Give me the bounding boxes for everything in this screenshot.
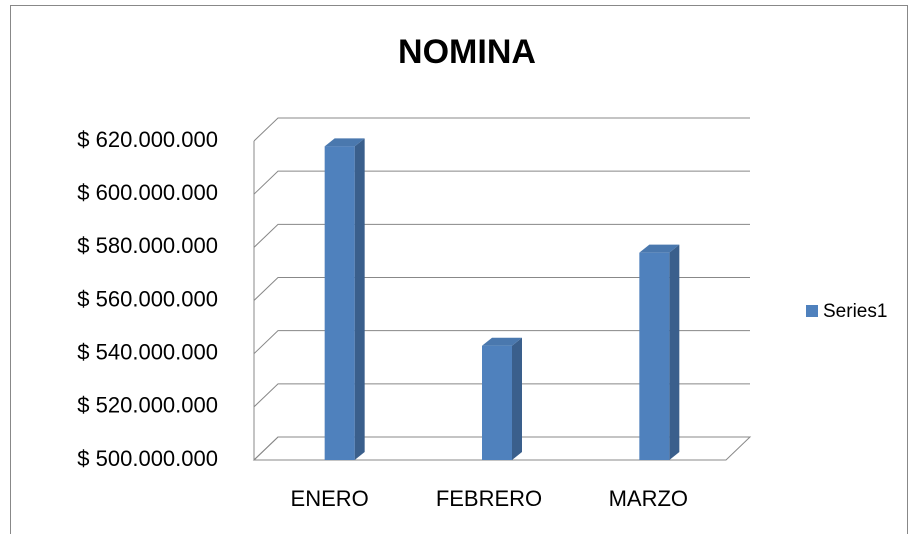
grid-line bbox=[253, 170, 750, 195]
chart-frame bbox=[10, 5, 908, 539]
bar bbox=[639, 252, 670, 460]
bar bbox=[482, 345, 512, 460]
grid-line bbox=[253, 383, 750, 408]
y-tick-label: $ 600.000.000 bbox=[77, 180, 218, 205]
y-tick-label: $ 620.000.000 bbox=[77, 127, 218, 152]
bar bbox=[324, 146, 355, 461]
bar-top bbox=[482, 337, 522, 346]
y-tick-label: $ 540.000.000 bbox=[77, 339, 218, 364]
grid-line bbox=[253, 223, 750, 248]
grid-line bbox=[253, 330, 750, 355]
grid-line bbox=[253, 117, 750, 142]
x-tick-label: FEBRERO bbox=[436, 486, 542, 511]
legend-swatch bbox=[806, 305, 818, 317]
bar-top bbox=[324, 138, 365, 147]
grid-line bbox=[253, 436, 750, 461]
legend-label: Series1 bbox=[823, 301, 887, 322]
chart-title: NOMINA bbox=[398, 33, 536, 71]
bar-side bbox=[512, 337, 522, 460]
x-tick-label: MARZO bbox=[609, 486, 688, 511]
bar-side bbox=[669, 244, 680, 460]
grid-line bbox=[253, 277, 750, 301]
y-tick-label: $ 500.000.000 bbox=[77, 446, 218, 471]
x-tick-label: ENERO bbox=[291, 486, 369, 511]
bar-top bbox=[639, 244, 680, 253]
y-tick-label: $ 560.000.000 bbox=[77, 286, 218, 311]
y-tick-label: $ 580.000.000 bbox=[77, 233, 218, 258]
y-tick-label: $ 520.000.000 bbox=[77, 393, 218, 418]
bar-side bbox=[354, 138, 365, 461]
